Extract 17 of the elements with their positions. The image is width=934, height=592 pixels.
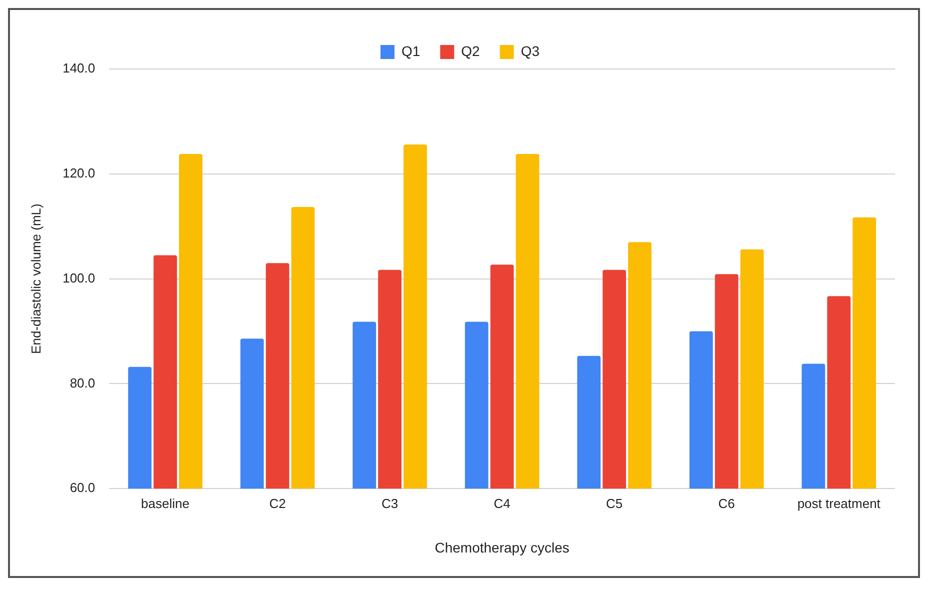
y-axis-title: End-diastolic volume (mL): [28, 204, 44, 354]
legend-label: Q2: [461, 42, 480, 59]
x-tick-label: C5: [606, 496, 623, 511]
y-tick-label: 100.0: [62, 270, 96, 286]
x-tick-label: baseline: [141, 496, 190, 511]
y-tick-label: 60.0: [70, 480, 96, 496]
x-tick-label: C4: [494, 496, 510, 511]
x-tick-label: post treatment: [797, 496, 881, 511]
legend-label: Q1: [401, 42, 420, 59]
legend-label: Q3: [520, 42, 540, 59]
y-tick-label: 80.0: [70, 375, 96, 390]
x-tick-label: C6: [718, 496, 735, 511]
x-tick-label: C2: [269, 496, 286, 511]
x-axis-title: Chemotherapy cycles: [434, 539, 570, 556]
x-tick-label: C3: [381, 496, 398, 511]
y-tick-label: 140.0: [62, 60, 96, 76]
y-tick-label: 120.0: [62, 165, 96, 180]
